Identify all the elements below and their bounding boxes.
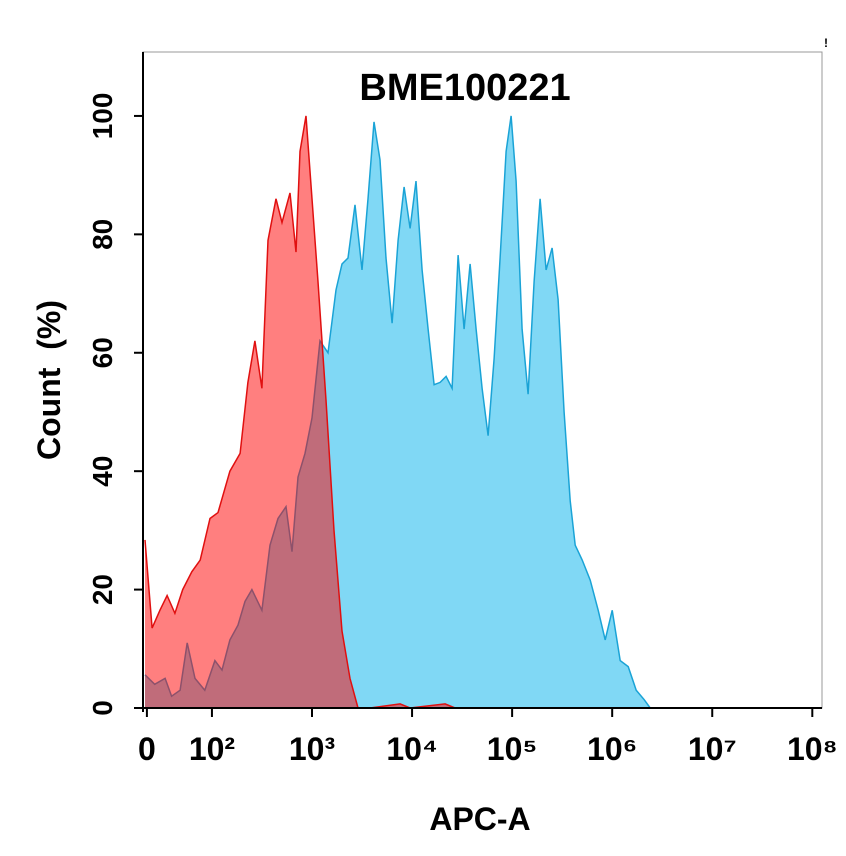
x-tick-label: 10³ (289, 731, 335, 767)
annotation: ! (824, 36, 828, 50)
x-tick-label: 10⁶ (587, 731, 637, 767)
x-axis-title: APC-A (429, 801, 530, 837)
x-tick-label: 0 (138, 731, 156, 767)
x-tick-label: 10⁵ (487, 731, 538, 767)
x-tick-label: 10⁸ (787, 731, 838, 767)
y-tick-label: 0 (87, 700, 118, 716)
series-line (144, 115, 456, 709)
x-tick-label: 10⁷ (688, 731, 737, 767)
x-tick-label: 10⁴ (386, 731, 437, 767)
chart-title: BME100221 (359, 67, 570, 109)
series-area (145, 115, 456, 708)
y-tick-label: 20 (87, 574, 118, 605)
y-tick-label: 80 (87, 219, 118, 250)
x-tick-label: 10² (189, 731, 235, 767)
y-axis-title: Count (%) (31, 300, 67, 460)
y-tick-label: 60 (87, 337, 118, 368)
y-tick-label: 40 (87, 456, 118, 487)
y-tick-label: 100 (87, 93, 118, 140)
